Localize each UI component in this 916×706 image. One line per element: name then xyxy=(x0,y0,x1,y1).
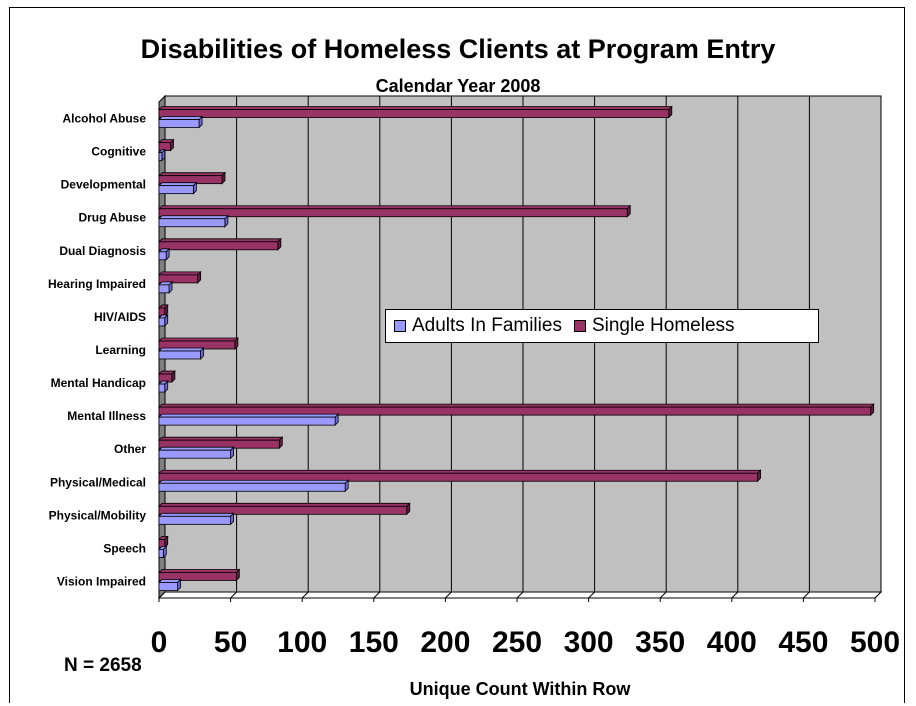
legend-item-single-homeless: Single Homeless xyxy=(573,315,735,337)
category-label-other: Other xyxy=(114,442,146,456)
legend-label-adults-in-families: Adults In Families xyxy=(412,315,562,336)
bar-adults-in-families-hiv-aids xyxy=(158,317,166,327)
bar-adults-in-families-physical-medical xyxy=(158,482,346,492)
bar-adults-in-families-alcohol-abuse xyxy=(158,119,200,128)
bar-single-homeless-other-top xyxy=(158,436,284,441)
bar-single-homeless-alcohol-abuse xyxy=(158,109,670,118)
x-tick-label: 500 xyxy=(850,626,900,659)
bar-single-homeless-learning-top xyxy=(158,337,239,342)
bar-adults-in-families-mental-illness xyxy=(158,416,336,426)
gridline-floor xyxy=(874,591,882,599)
bar-adults-in-families-physical-medical-top xyxy=(158,479,350,484)
bar-adults-in-families-learning-top xyxy=(158,347,205,352)
legend-item-adults-in-families: Adults In Families xyxy=(394,315,562,337)
sample-size-note: N = 2658 xyxy=(64,655,142,676)
gridline-floor xyxy=(803,591,810,599)
gridline-floor xyxy=(516,591,524,599)
gridline-floor xyxy=(301,591,309,599)
x-tick-label: 100 xyxy=(277,626,327,659)
bar-single-homeless-alcohol-abuse-top xyxy=(158,106,673,110)
bar-adults-in-families-hearing-impaired xyxy=(158,284,170,294)
bar-adults-in-families-learning xyxy=(158,350,201,360)
category-label-dual-diagnosis: Dual Diagnosis xyxy=(59,244,146,258)
bar-single-homeless-hearing-impaired-top xyxy=(158,271,202,276)
category-label-developmental: Developmental xyxy=(61,178,146,192)
bar-adults-in-families-other-top xyxy=(158,446,235,451)
bar-adults-in-families-developmental xyxy=(158,185,194,195)
bar-adults-in-families-mental-illness-top xyxy=(158,413,340,418)
bar-adults-in-families-developmental-top xyxy=(158,182,198,187)
gridline-floor xyxy=(588,591,595,599)
x-tick-label: 350 xyxy=(635,626,685,659)
bar-single-homeless-hearing-impaired xyxy=(158,274,199,284)
legend-swatch-single-homeless xyxy=(573,320,586,332)
legend-label-single-homeless: Single Homeless xyxy=(591,315,735,336)
category-label-learning: Learning xyxy=(95,343,146,357)
bar-single-homeless-physical-mobility xyxy=(158,505,408,515)
bar-adults-in-families-speech xyxy=(158,549,164,558)
category-label-mental-illness: Mental Illness xyxy=(67,409,146,423)
chart-title: Disabilities of Homeless Clients at Prog… xyxy=(140,34,776,64)
bar-single-homeless-mental-illness xyxy=(158,406,872,416)
x-tick-label: 50 xyxy=(214,626,247,659)
bar-adults-in-families-drug-abuse-top xyxy=(158,215,229,220)
gridline-floor xyxy=(445,591,452,599)
gridline-floor xyxy=(230,591,237,599)
category-label-cognitive: Cognitive xyxy=(91,145,146,159)
gridline-floor xyxy=(731,591,739,599)
category-label-physical-mobility: Physical/Mobility xyxy=(49,508,147,522)
x-tick-label: 0 xyxy=(151,626,168,659)
bar-single-homeless-drug-abuse-top xyxy=(158,205,632,210)
bar-adults-in-families-alcohol-abuse-top xyxy=(158,116,204,120)
bar-adults-in-families-cognitive xyxy=(158,152,163,162)
bar-adults-in-families-vision-impaired xyxy=(158,582,179,591)
bar-single-homeless-mental-illness-top xyxy=(158,403,875,408)
bar-adults-in-families-other xyxy=(158,449,231,459)
chart-frame xyxy=(9,7,905,703)
bar-adults-in-families-dual-diagnosis xyxy=(158,251,167,261)
chart-subtitle: Calendar Year 2008 xyxy=(375,76,541,96)
x-tick-label: 250 xyxy=(492,626,542,659)
x-axis-label: Unique Count Within Row xyxy=(409,679,631,699)
category-label-hearing-impaired: Hearing Impaired xyxy=(48,277,146,291)
category-label-speech: Speech xyxy=(103,541,146,555)
category-label-vision-impaired: Vision Impaired xyxy=(57,574,146,588)
x-tick-label: 200 xyxy=(420,626,470,659)
bar-adults-in-families-mental-handicap xyxy=(158,383,166,393)
bar-single-homeless-physical-mobility-top xyxy=(158,502,411,507)
x-tick-label: 300 xyxy=(564,626,614,659)
bar-single-homeless-drug-abuse xyxy=(158,208,628,218)
category-label-hiv-aids: HIV/AIDS xyxy=(94,310,146,324)
category-label-drug-abuse: Drug Abuse xyxy=(78,211,146,225)
x-tick-label: 400 xyxy=(707,626,757,659)
bar-single-homeless-physical-medical-top xyxy=(158,469,762,474)
x-tick-label: 150 xyxy=(349,626,399,659)
bar-single-homeless-dual-diagnosis-top xyxy=(158,238,282,243)
bar-adults-in-families-physical-mobility-top xyxy=(158,512,235,517)
bar-single-homeless-vision-impaired xyxy=(158,572,237,581)
chart-legend: Adults In Families Single Homeless xyxy=(385,309,819,343)
category-label-mental-handicap: Mental Handicap xyxy=(51,376,146,390)
bar-adults-in-families-vision-impaired-top xyxy=(158,579,182,583)
bar-single-homeless-physical-medical xyxy=(158,472,758,482)
category-label-physical-medical: Physical/Medical xyxy=(50,475,146,489)
category-label-alcohol-abuse: Alcohol Abuse xyxy=(62,112,146,126)
gridline-floor xyxy=(659,591,667,599)
bar-adults-in-families-drug-abuse xyxy=(158,218,226,228)
x-tick-label: 450 xyxy=(778,626,828,659)
bar-adults-in-families-physical-mobility xyxy=(158,515,231,525)
bar-single-homeless-dual-diagnosis xyxy=(158,241,279,251)
bar-single-homeless-developmental-top xyxy=(158,172,226,177)
bar-single-homeless-vision-impaired-top xyxy=(158,569,241,573)
gridline-floor xyxy=(373,591,381,599)
legend-swatch-adults-in-families xyxy=(394,320,406,332)
